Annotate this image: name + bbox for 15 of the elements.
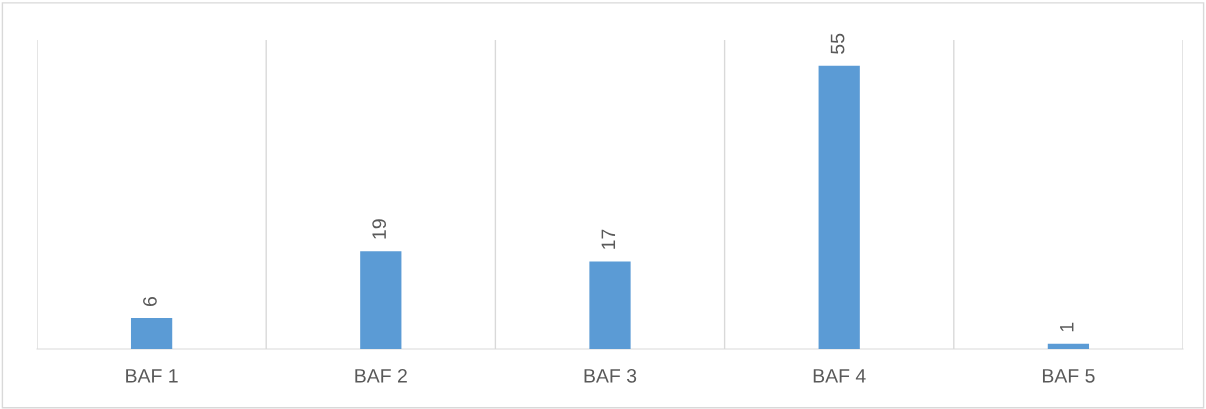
- bar: [360, 251, 402, 349]
- data-label: 6: [143, 297, 157, 306]
- x-tick-label: BAF 1: [126, 369, 178, 383]
- x-tick-label: BAF 4: [813, 369, 866, 383]
- bar: [1047, 343, 1090, 349]
- data-label: 1: [1060, 322, 1074, 332]
- x-tick-label: BAF 5: [1042, 369, 1095, 383]
- x-tick-label: BAF 2: [355, 368, 407, 383]
- data-label: 17: [601, 229, 616, 249]
- data-label: 55: [830, 33, 845, 54]
- bar: [589, 261, 631, 349]
- bar: [130, 318, 173, 349]
- data-label: 19: [372, 219, 387, 239]
- x-tick-label: BAF 3: [584, 368, 637, 383]
- bar: [818, 65, 860, 349]
